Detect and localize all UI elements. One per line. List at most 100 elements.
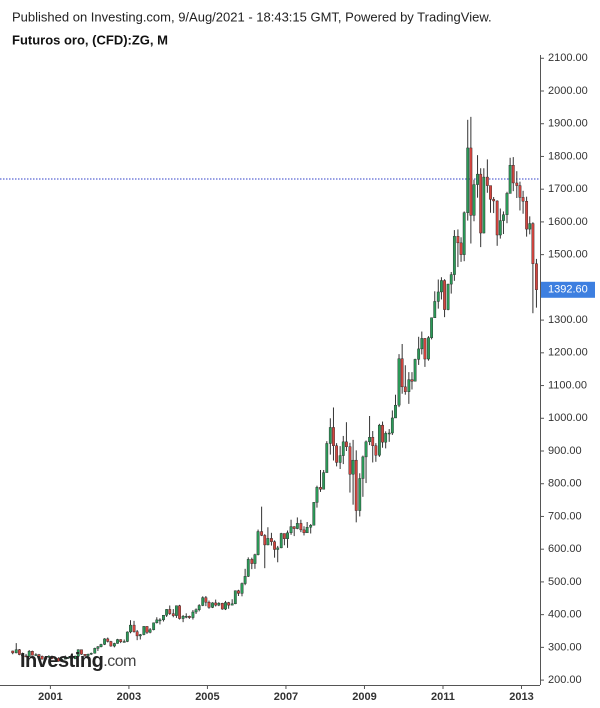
- y-tick-label: 900.00: [548, 445, 582, 457]
- candle-body: [67, 656, 70, 659]
- candle-body: [116, 639, 119, 644]
- y-tick-label: 600.00: [548, 543, 582, 555]
- candle-body: [302, 529, 306, 534]
- candle-body: [119, 639, 123, 643]
- candle-body: [508, 165, 512, 194]
- logo-suffix: .com: [103, 653, 136, 670]
- candle-body: [263, 535, 267, 546]
- candle-body: [358, 478, 362, 511]
- candle-body: [292, 526, 296, 529]
- candle-body: [162, 615, 165, 621]
- plot-area: [0, 116, 540, 662]
- y-tick-label: 1600.00: [548, 216, 588, 228]
- candle-body: [14, 649, 18, 654]
- x-tick-label: 2013: [509, 691, 533, 703]
- candle-body: [410, 379, 414, 382]
- candle-body: [351, 459, 355, 475]
- candle-body: [459, 242, 463, 255]
- candle-body: [368, 437, 371, 443]
- candle-body: [250, 559, 254, 564]
- candle-body: [27, 651, 31, 657]
- candle-body: [152, 622, 156, 630]
- candle-body: [312, 502, 316, 526]
- candle-body: [47, 656, 51, 658]
- candle-body: [492, 199, 496, 202]
- candle-body: [505, 193, 509, 215]
- candle-body: [191, 611, 195, 618]
- candle-body: [279, 533, 283, 549]
- candle-body: [112, 643, 116, 647]
- candle-body: [57, 657, 61, 662]
- x-tick-label: 2001: [38, 691, 62, 703]
- candle-body: [233, 590, 237, 605]
- candle-body: [253, 554, 257, 564]
- candle-body: [397, 358, 401, 406]
- candle-body: [384, 433, 388, 443]
- y-tick-label: 1200.00: [548, 347, 588, 359]
- y-tick-label: 1100.00: [548, 379, 587, 391]
- x-tick-label: 2003: [117, 691, 141, 703]
- candle-body: [535, 263, 538, 290]
- x-tick-label: 2011: [431, 691, 455, 703]
- candle-body: [273, 541, 276, 550]
- x-tick-label: 2005: [195, 691, 219, 703]
- y-tick-label: 2100.00: [548, 52, 588, 64]
- candle-body: [142, 626, 146, 635]
- candle-body: [354, 459, 358, 511]
- candle-body: [348, 446, 352, 475]
- candle-body: [472, 184, 476, 216]
- candle-body: [270, 538, 273, 542]
- published-note: Published on Investing.com, 9/Aug/2021 -…: [12, 9, 492, 24]
- candle-body: [440, 280, 443, 293]
- candle-body: [449, 274, 453, 285]
- y-tick-label: 800.00: [548, 478, 582, 490]
- y-tick-label: 400.00: [548, 609, 582, 621]
- candle-body: [89, 653, 93, 655]
- candle-body: [54, 657, 57, 660]
- candle-body: [37, 654, 41, 657]
- candle-body: [443, 280, 446, 310]
- candle-body: [387, 432, 391, 435]
- candle-body: [322, 472, 326, 490]
- candle-body: [103, 638, 106, 645]
- candle-body: [446, 283, 450, 310]
- candle-body: [76, 649, 80, 657]
- candle-body: [413, 359, 417, 382]
- candle-body: [485, 176, 489, 186]
- candle-body: [328, 427, 332, 444]
- candle-body: [187, 616, 191, 618]
- candle-body: [207, 602, 211, 608]
- candle-body: [230, 603, 234, 606]
- candle-body: [227, 602, 231, 606]
- candle-body: [456, 236, 460, 244]
- candle-body: [260, 531, 264, 536]
- candle-body: [420, 338, 424, 350]
- candle-body: [168, 609, 172, 614]
- candle-body: [109, 641, 113, 647]
- candle-body: [282, 533, 286, 539]
- candle-body: [184, 616, 188, 618]
- candle-body: [145, 626, 149, 633]
- candle-body: [211, 602, 214, 608]
- candle-body: [332, 427, 335, 446]
- candle-body: [73, 656, 77, 660]
- candle-body: [243, 576, 247, 584]
- candle-body: [165, 609, 169, 616]
- candle-body: [286, 532, 289, 539]
- candle-body: [129, 624, 132, 633]
- candle-body: [80, 649, 83, 655]
- candle-body: [175, 605, 178, 616]
- candle-body: [433, 301, 437, 319]
- candle-body: [335, 445, 338, 463]
- y-tick-label: 1900.00: [548, 118, 588, 130]
- candle-body: [155, 619, 159, 624]
- candle-body: [489, 185, 492, 200]
- candle-body: [381, 424, 384, 443]
- logo: Investing.com: [20, 650, 136, 672]
- y-tick-label: 500.00: [548, 576, 582, 588]
- candle-body: [17, 649, 21, 655]
- candle-body: [525, 201, 529, 230]
- candle-body: [83, 654, 87, 656]
- candle-body: [528, 223, 532, 230]
- candle-body: [315, 487, 319, 503]
